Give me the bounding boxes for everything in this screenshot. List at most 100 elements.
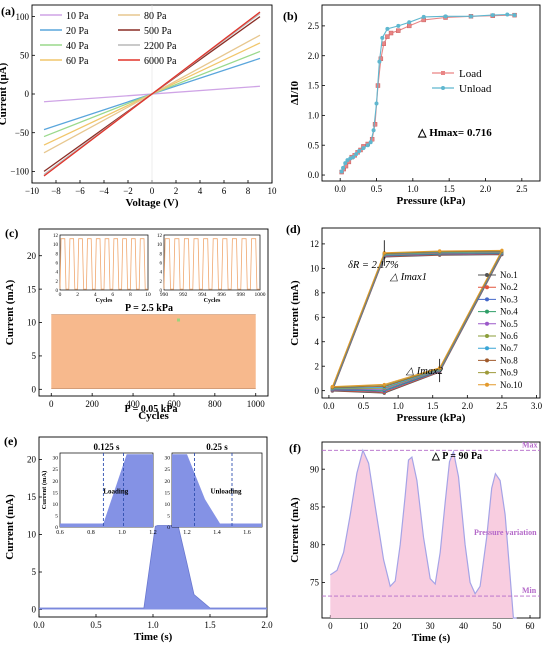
y-axis-label: Current (mA)	[289, 280, 301, 346]
load-point	[385, 34, 390, 39]
x-tick-label: 2.5	[496, 401, 508, 411]
unload-point	[490, 13, 495, 18]
unload-point	[512, 13, 517, 18]
legend-label: 80 Pa	[144, 11, 167, 22]
inset-y-tick-label: 10	[157, 243, 163, 248]
inset-y-tick-label: 30	[165, 456, 171, 462]
x-tick-label: −10	[25, 186, 40, 196]
inset-y-tick-label: 25	[165, 467, 171, 473]
inset-y-tick-label: 12	[157, 234, 163, 239]
x-tick-label: 40	[459, 621, 469, 631]
y-tick-label: 4	[315, 337, 320, 347]
legend-marker	[485, 334, 489, 338]
legend-label: Unload	[459, 83, 492, 95]
x-tick-label: −6	[75, 186, 85, 196]
y-tick-label: 1.5	[308, 81, 320, 91]
pressure-low-label: P = 0.05 kPa	[125, 404, 178, 415]
y-tick-label: 90	[310, 464, 320, 474]
inset-x-tick-label: 0.8	[87, 530, 95, 536]
x-tick-label: 0.0	[33, 620, 45, 630]
inset-y-tick-label: 25	[53, 467, 59, 473]
imax1-annotation: △ Imax1	[389, 272, 427, 283]
inset-x-tick-label: 990	[160, 292, 169, 298]
unload-point	[368, 140, 373, 145]
x-tick-label: 1.0	[393, 401, 405, 411]
x-tick-label: 1.5	[204, 620, 216, 630]
x-tick-label: 600	[167, 399, 181, 409]
inset-x-tick-label: 0.6	[56, 530, 64, 536]
inset-y-tick-label: 0	[167, 525, 170, 531]
legend-label: No.3	[500, 294, 518, 304]
inset-y-label: Current (mA)	[41, 471, 48, 510]
unload-point	[357, 149, 362, 154]
y-tick-label: 80	[310, 540, 320, 550]
inset-x-tick-label: 1.6	[243, 530, 251, 536]
inset-y-tick-label: 15	[53, 490, 59, 496]
load-point	[407, 23, 412, 29]
legend-label: No.2	[500, 282, 518, 292]
x-axis-label: Voltage (V)	[125, 197, 178, 209]
inset-phase-label: Unloading	[210, 488, 242, 496]
x-axis-label: Time (s)	[134, 631, 173, 643]
panel-e-chart: 0.0 0.5 1.0 1.5 2.0 0 5 10 15 20 Time (s) Current (…	[4, 436, 273, 643]
cycle-point	[438, 249, 442, 253]
legend-label: No.10	[500, 380, 523, 390]
response-area	[330, 450, 517, 618]
x-tick-label: 2	[174, 186, 179, 196]
x-tick-label: −8	[51, 186, 61, 196]
panel-b-chart: 0.0 0.5 1.0 1.5 2.0 2.5 0.0 0.5 1.0 1.5 2.0 2.5 Pres…	[289, 4, 541, 207]
x-axis-label: Pressure (kPa)	[397, 412, 466, 424]
cycle-point	[330, 385, 334, 389]
legend-label: 2200 Pa	[144, 41, 177, 52]
unload-point	[505, 12, 510, 17]
unload-point	[377, 59, 382, 64]
y-tick-label: 20	[27, 251, 37, 261]
legend-marker	[485, 285, 489, 290]
legend-label: No.5	[500, 319, 518, 329]
artifact-mark	[177, 318, 181, 322]
inset-x-tick-label: 1.2	[183, 530, 191, 536]
legend-label: No.7	[500, 343, 518, 353]
legend-label: No.9	[500, 368, 518, 378]
inset-y-tick-label: 12	[53, 234, 59, 239]
cycle-point	[382, 251, 386, 255]
inset-x-tick-label: 994	[198, 292, 207, 298]
inset-x-tick-label: 0	[59, 292, 62, 298]
inset-y-tick-label: 8	[160, 252, 163, 257]
delta-p-annotation: △ P = 90 Pa	[431, 451, 482, 462]
y-tick-label: 0.5	[308, 140, 320, 150]
y-tick-label: 0.0	[308, 170, 320, 180]
x-tick-label: 800	[208, 399, 222, 409]
inset-x-label: Cycles	[204, 298, 221, 304]
imax2-annotation: △ Imax2	[405, 366, 444, 377]
inset-x-tick-label: 992	[179, 292, 188, 298]
pressure-variation-label: Pressure variation	[474, 528, 537, 537]
inset-x-tick-label: 1.4	[213, 530, 221, 536]
inset-x-tick-label: 8	[129, 292, 132, 298]
inset-y-tick-label: 0	[160, 289, 163, 294]
legend-label: 500 Pa	[144, 26, 172, 37]
inset-y-tick-label: 5	[167, 513, 170, 519]
inset-y-tick-label: 4	[160, 271, 163, 276]
y-tick-label: 85	[310, 502, 320, 512]
y-tick-label: 5	[32, 351, 37, 361]
x-tick-label: 0.5	[90, 620, 102, 630]
inset-waveform	[59, 238, 148, 290]
x-tick-label: 2.0	[261, 620, 273, 630]
x-tick-label: 20	[392, 621, 402, 631]
x-tick-label: −4	[99, 186, 109, 196]
unload-point	[348, 156, 353, 161]
x-tick-label: 6	[222, 186, 227, 196]
y-axis-label: Current (μA)	[0, 62, 9, 125]
unload-point	[361, 146, 366, 151]
inset-phase-label: Loading	[103, 488, 128, 496]
y-tick-label: 75	[310, 578, 320, 588]
y-tick-label: 100	[16, 12, 30, 22]
unload-point	[421, 14, 426, 19]
legend-marker	[485, 297, 489, 302]
y-tick-label: 2.0	[308, 51, 320, 61]
cycle-point	[438, 366, 442, 370]
y-tick-label: 15	[27, 492, 37, 502]
inset-y-tick-label: 20	[165, 479, 171, 485]
panel-f-label: (f)	[289, 441, 301, 455]
